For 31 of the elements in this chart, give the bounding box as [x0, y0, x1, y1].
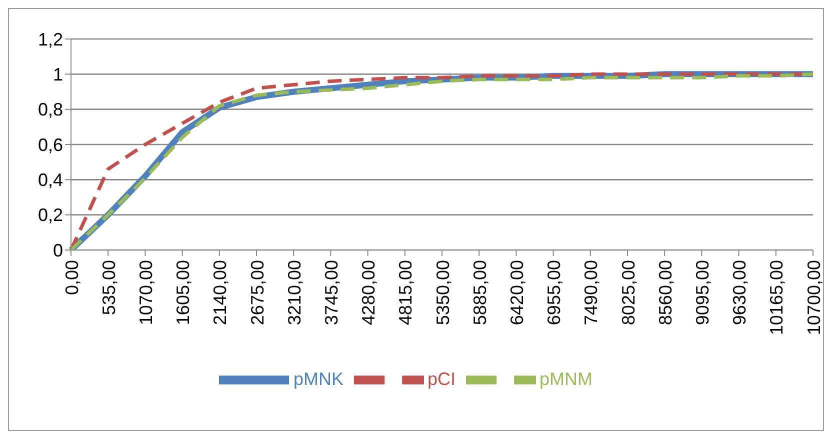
x-tick-label: 5885,00: [470, 260, 490, 326]
x-tick-label: 3745,00: [321, 260, 342, 326]
x-tick-label: 1605,00: [173, 260, 194, 326]
x-tick-label: 4280,00: [358, 260, 379, 326]
y-tick-label: 0,6: [38, 134, 63, 155]
legend-label: pMNK: [293, 368, 344, 389]
x-tick-label: 535,00: [98, 260, 119, 316]
x-tick-label: 3210,00: [284, 260, 304, 326]
x-tick-label: 10165,00: [766, 260, 787, 336]
x-tick-label: 4815,00: [396, 260, 416, 326]
x-tick-label: 9095,00: [692, 260, 712, 326]
x-tick-label: 7490,00: [581, 260, 602, 326]
x-tick-label: 9630,00: [730, 260, 750, 326]
y-tick-label: 0,4: [38, 170, 63, 190]
x-tick-label: 6955,00: [544, 260, 564, 326]
y-tick-label: 0,8: [38, 100, 63, 120]
y-tick-label: 0: [52, 240, 63, 260]
x-tick-label: 1070,00: [136, 260, 156, 326]
y-tick-label: 0,2: [38, 205, 63, 226]
legend-label: pMNM: [540, 368, 593, 389]
x-tick-label: 5350,00: [432, 260, 453, 326]
x-tick-label: 6420,00: [506, 260, 527, 326]
legend-label: pCI: [428, 368, 456, 389]
x-tick-label: 2675,00: [247, 260, 268, 326]
x-tick-label: 2140,00: [210, 260, 230, 326]
x-tick-label: 10700,00: [804, 260, 824, 336]
x-tick-label: 0,00: [62, 260, 82, 296]
x-tick-label: 8560,00: [655, 260, 676, 326]
x-tick-label: 8025,00: [618, 260, 638, 326]
y-tick-label: 1: [52, 64, 63, 85]
y-tick-label: 1,2: [38, 29, 63, 50]
